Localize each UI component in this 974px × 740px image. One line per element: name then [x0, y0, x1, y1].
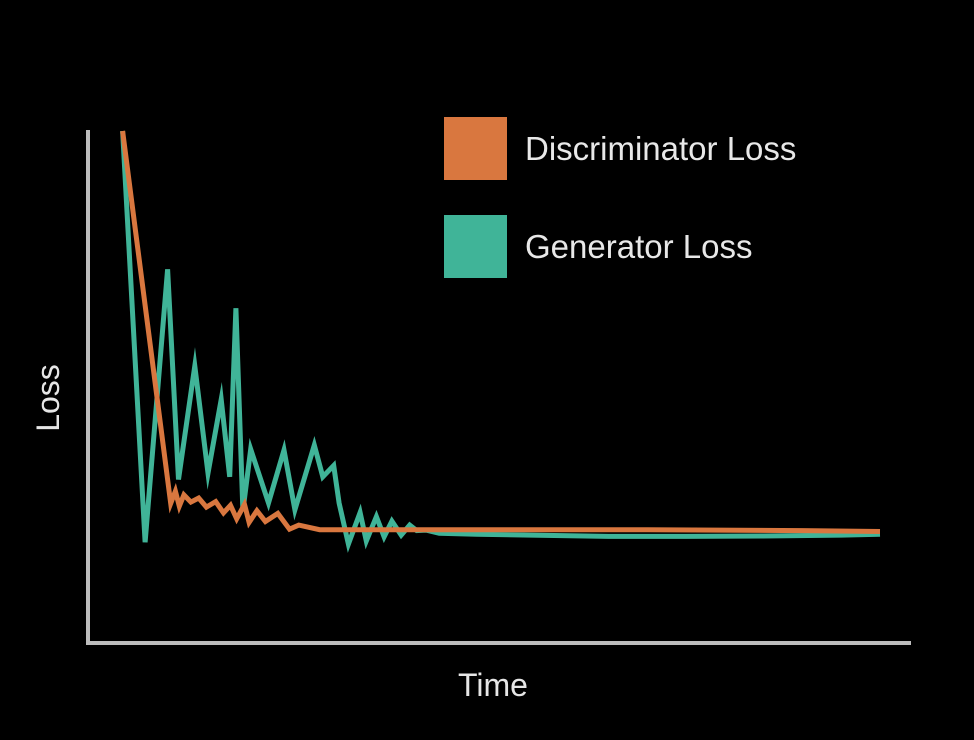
y-axis-label: Loss [30, 364, 66, 432]
legend-label-generator: Generator Loss [525, 228, 752, 265]
plot-lines [120, 130, 881, 553]
legend-swatch-generator [444, 215, 507, 278]
generator-loss-line [120, 130, 881, 553]
legend-label-discriminator: Discriminator Loss [525, 130, 796, 167]
discriminator-loss-line [120, 130, 881, 534]
x-axis-label: Time [458, 667, 528, 703]
legend: Discriminator Loss Generator Loss [444, 117, 796, 278]
legend-swatch-discriminator [444, 117, 507, 180]
